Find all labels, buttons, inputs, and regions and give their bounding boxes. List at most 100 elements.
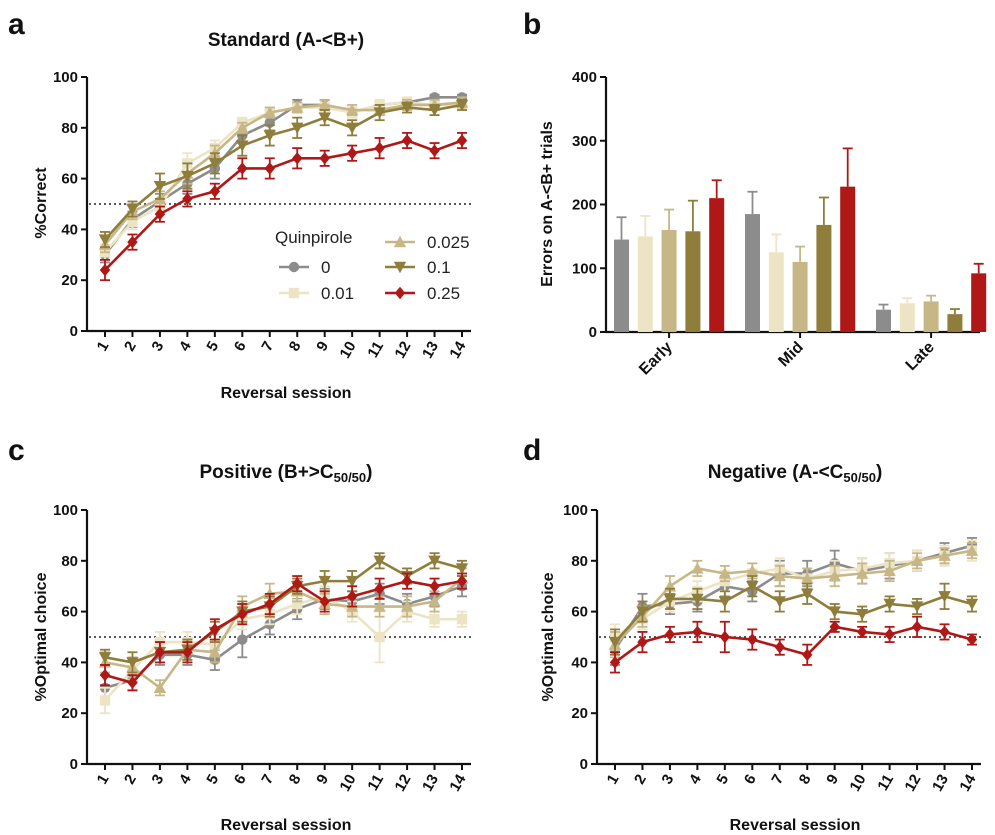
x-tick-label: 10 (337, 772, 360, 795)
data-point (209, 185, 221, 198)
data-point (718, 596, 732, 608)
chart-title-d-main: Negative (A-<C (708, 462, 844, 483)
data-point (263, 106, 276, 118)
y-tick-label: 40 (61, 221, 78, 238)
data-point (99, 695, 111, 706)
data-point (400, 102, 414, 114)
series-0.1 (608, 575, 979, 656)
data-point (636, 606, 649, 618)
x-tick-label: 2 (121, 339, 140, 355)
x-tick-label: Late (903, 339, 938, 374)
legend-marker-0.25 (394, 286, 406, 300)
bar-early-0.1 (685, 231, 701, 332)
y-axis-label-c: %Optimal choice (33, 572, 50, 701)
y-tick-label: 0 (70, 756, 78, 773)
x-tick-label: 1 (94, 339, 113, 355)
data-point (99, 668, 111, 682)
data-point (456, 614, 468, 625)
data-point (98, 234, 112, 246)
chart-title-c-end: ) (366, 462, 372, 483)
data-point (127, 676, 138, 689)
chart-title-d-subscript: 50/50 (843, 470, 876, 485)
data-point (237, 607, 248, 621)
x-tick-label: 3 (658, 772, 677, 788)
data-point (208, 646, 222, 658)
data-point (938, 549, 951, 561)
legend-label-0.1: 0.1 (427, 258, 451, 277)
data-point (965, 544, 979, 556)
data-point (401, 134, 413, 147)
x-tick-label: 5 (203, 339, 222, 355)
bar-late-0 (876, 309, 891, 332)
data-point (965, 598, 979, 611)
x-tick-label: 4 (686, 771, 705, 787)
y-tick-label: 80 (571, 553, 588, 570)
data-point (237, 634, 248, 645)
data-point (374, 631, 385, 643)
data-point (691, 562, 704, 574)
data-point (318, 575, 331, 588)
y-tick-label: 300 (572, 133, 597, 150)
x-tick-label: 13 (419, 339, 442, 362)
data-point (292, 152, 303, 165)
x-tick-label: 10 (847, 772, 870, 795)
data-point (773, 596, 786, 608)
x-tick-label: 9 (313, 772, 332, 788)
y-tick-label: 80 (61, 553, 78, 570)
data-point (428, 104, 441, 117)
y-tick-label: 0 (580, 756, 588, 773)
data-point (747, 633, 758, 646)
data-point (911, 620, 923, 634)
y-tick-label: 20 (61, 272, 78, 289)
data-point (692, 625, 703, 639)
data-point (456, 574, 468, 588)
y-tick-label: 100 (563, 502, 588, 519)
data-point (637, 635, 648, 649)
panel-label-c: c (8, 434, 25, 467)
x-tick-label: 6 (231, 772, 250, 788)
data-point (374, 582, 385, 595)
data-point (400, 600, 414, 612)
bar-late-0.1 (947, 314, 963, 332)
data-point (429, 580, 440, 593)
data-point (429, 614, 440, 625)
bar-mid-0.25 (840, 186, 856, 332)
legend-label-0: 0 (321, 258, 330, 277)
panel-label-b: b (523, 8, 541, 41)
series-0.1 (98, 98, 469, 249)
series-line (104, 101, 463, 246)
data-point (373, 555, 386, 567)
data-point (319, 152, 330, 165)
legend-label-0.01: 0.01 (321, 284, 354, 303)
x-tick-label: 5 (713, 772, 732, 788)
y-tick-label: 100 (572, 260, 597, 277)
data-point (855, 567, 869, 579)
x-tick-label: 7 (768, 772, 787, 788)
data-point (774, 640, 785, 654)
legend-marker-0 (288, 261, 300, 273)
data-point (153, 681, 167, 693)
data-point (291, 122, 304, 134)
x-axis-label-d: Reversal session (730, 817, 861, 834)
data-point (966, 633, 978, 646)
data-point (291, 101, 304, 113)
series-line (614, 549, 973, 646)
legend-marker-0.1 (393, 261, 407, 274)
chart-title-c: Positive (B+>C50/50) (200, 462, 373, 485)
x-tick-label: 13 (929, 772, 952, 795)
y-tick-label: 40 (61, 654, 78, 671)
data-point (855, 608, 869, 621)
x-tick-label: 2 (121, 772, 140, 788)
y-tick-label: 40 (571, 654, 588, 671)
x-tick-label: 11 (364, 772, 387, 794)
data-point (373, 107, 386, 119)
y-tick-label: 60 (61, 604, 78, 621)
series-line (104, 103, 463, 241)
data-point (609, 656, 621, 669)
data-point (828, 569, 841, 582)
data-point (181, 170, 194, 183)
